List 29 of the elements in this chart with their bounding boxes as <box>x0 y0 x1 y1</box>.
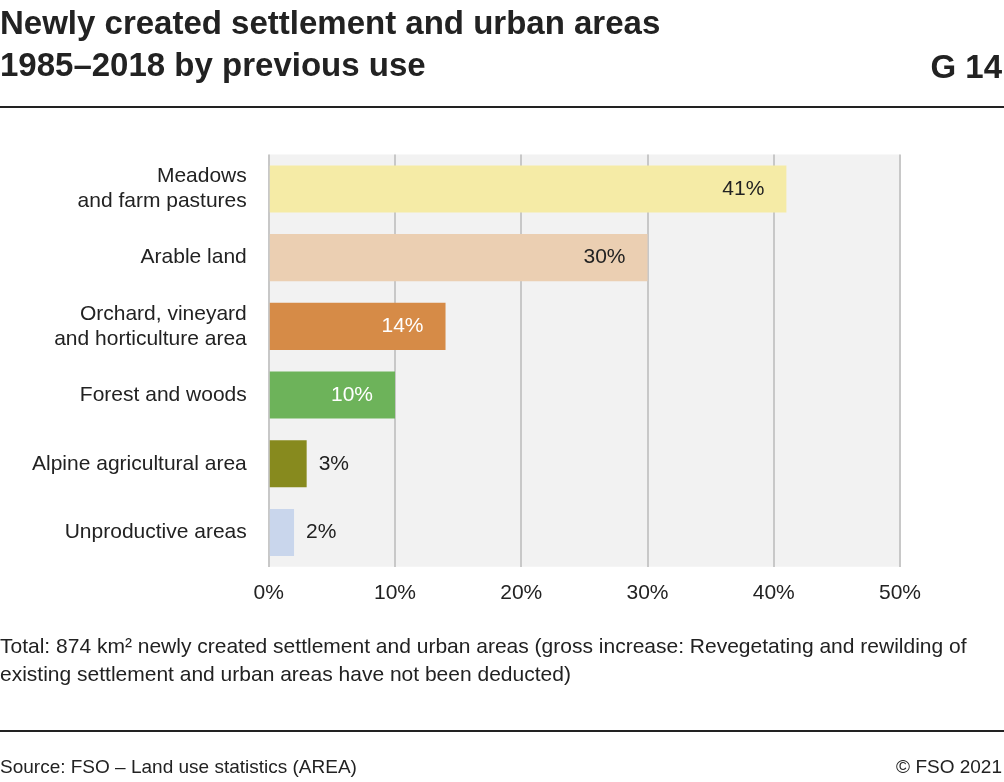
data-label: 3% <box>318 450 350 474</box>
x-tick-label: 30% <box>626 580 669 604</box>
data-label: 41% <box>722 175 765 199</box>
data-label: 30% <box>583 244 626 268</box>
y-tick-label: Meadows and farm pastures <box>77 163 247 212</box>
x-tick-label: 0% <box>253 580 284 604</box>
text: G 14 <box>930 47 1002 87</box>
data-label: 14% <box>381 313 424 337</box>
data-label: 2% <box>306 519 337 543</box>
bar <box>269 371 396 419</box>
x-tick-label: 40% <box>752 580 795 604</box>
text: Total: 874 km² newly created settlement and urban areas (gross increase: Revegetating and rewilding of existing settlement and urban areas have not been deducted) <box>0 633 968 687</box>
chart-title: Newly created settlement and urban areas 1985–2018 by previous use <box>0 3 661 85</box>
bar <box>269 234 648 282</box>
bar <box>269 165 787 213</box>
source-note: Source: FSO – Land use statistics (AREA) <box>0 756 357 778</box>
data-label: 10% <box>331 381 374 405</box>
x-tick-label: 50% <box>878 580 922 604</box>
bar <box>269 440 307 488</box>
text: © FSO 2021 <box>896 756 1002 778</box>
x-tick-label: 20% <box>500 580 543 604</box>
y-tick-label: Arable land <box>140 244 247 268</box>
y-tick-label: Forest and woods <box>79 381 247 405</box>
y-tick-label: Orchard, vineyard and horticulture area <box>54 300 248 349</box>
y-tick-label: Unproductive areas <box>64 519 247 543</box>
x-tick-label: 10% <box>374 580 417 604</box>
bar <box>269 508 295 557</box>
bar <box>269 302 446 350</box>
y-tick-label: Alpine agricultural area <box>31 450 248 474</box>
